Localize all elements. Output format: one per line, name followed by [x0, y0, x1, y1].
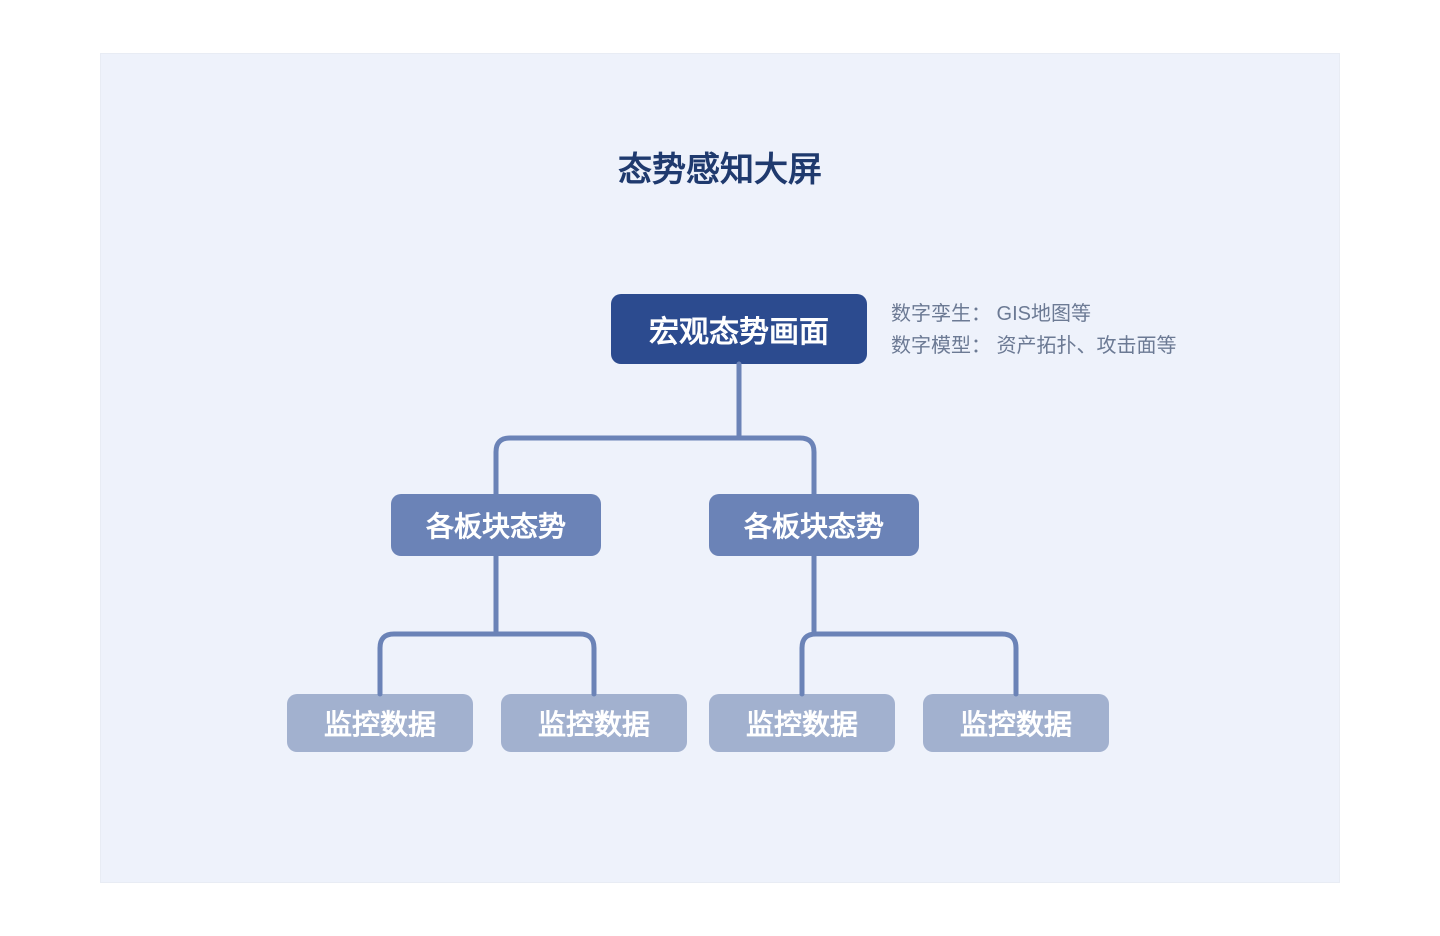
diagram-title: 态势感知大屏: [101, 142, 1339, 191]
node-leaf-4: 监控数据: [923, 694, 1109, 752]
node-leaf-1: 监控数据: [287, 694, 473, 752]
node-mid-right: 各板块态势: [709, 494, 919, 556]
annotation-line-1: 数字孪生： GIS地图等: [891, 298, 1177, 330]
node-leaf-3: 监控数据: [709, 694, 895, 752]
node-leaf-2: 监控数据: [501, 694, 687, 752]
diagram-card: 态势感知大屏 宏观态势画面 各板块态势 各板块态势 监控数据 监控数据 监控数据…: [100, 53, 1340, 883]
node-root: 宏观态势画面: [611, 294, 867, 364]
node-mid-left: 各板块态势: [391, 494, 601, 556]
annotation-line-2: 数字模型： 资产拓扑、攻击面等: [891, 330, 1177, 362]
root-annotations: 数字孪生： GIS地图等 数字模型： 资产拓扑、攻击面等: [891, 298, 1177, 362]
